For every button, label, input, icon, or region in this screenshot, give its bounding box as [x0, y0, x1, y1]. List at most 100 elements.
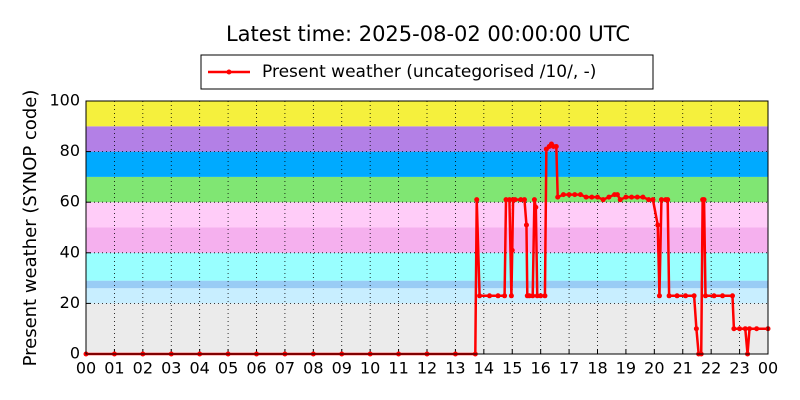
data-point: [487, 293, 493, 299]
x-tick-label: 03: [161, 359, 181, 378]
data-point: [666, 293, 672, 299]
x-tick-label: 09: [332, 359, 352, 378]
x-tick-label: 10: [360, 359, 380, 378]
data-point: [531, 197, 537, 203]
data-point: [634, 194, 640, 200]
x-tick-label: 23: [729, 359, 749, 378]
data-point: [693, 326, 699, 332]
data-point: [583, 194, 589, 200]
data-point: [683, 293, 689, 299]
marks: [83, 141, 771, 357]
y-tick-label: 100: [49, 91, 80, 110]
x-tick-label: 02: [133, 359, 153, 378]
data-point: [542, 293, 548, 299]
data-point: [747, 326, 753, 332]
x-tick-label: 21: [673, 359, 693, 378]
data-point: [711, 293, 717, 299]
x-tick-label: 07: [275, 359, 295, 378]
data-point: [506, 197, 512, 203]
data-point: [600, 197, 606, 203]
legend-label: Present weather (uncategorised /10/, -): [262, 62, 596, 82]
data-point: [606, 194, 612, 200]
y-tick-label: 20: [60, 293, 80, 312]
data-point: [572, 192, 578, 198]
x-tick-label: 00: [76, 359, 96, 378]
legend-box: [200, 54, 654, 90]
x-tick-label: 19: [616, 359, 636, 378]
data-point: [640, 194, 646, 200]
data-point: [702, 293, 708, 299]
bands: [86, 101, 768, 354]
x-tick-label: 00: [758, 359, 778, 378]
data-point: [658, 197, 664, 203]
data-point: [656, 293, 662, 299]
band: [86, 151, 768, 177]
y-tick-label: 80: [60, 141, 80, 160]
data-point: [655, 222, 661, 228]
band: [86, 227, 768, 253]
chart-title: Latest time: 2025-08-02 00:00:00 UTC: [226, 22, 630, 46]
data-point: [742, 326, 748, 332]
band: [86, 303, 768, 354]
data-point: [754, 326, 760, 332]
data-point: [474, 197, 480, 203]
data-point: [555, 194, 561, 200]
x-tick-label: 13: [445, 359, 465, 378]
y-axis-label: Present weather (SYNOP code): [20, 90, 41, 367]
data-point: [589, 194, 595, 200]
x-tick-label: 16: [530, 359, 550, 378]
data-point: [731, 326, 737, 332]
y-tick-label: 0: [70, 344, 80, 363]
legend: Present weather (uncategorised /10/, -): [200, 54, 654, 90]
band: [86, 288, 768, 304]
x-tick-label: 17: [559, 359, 579, 378]
data-point: [533, 204, 539, 210]
data-point: [518, 197, 524, 203]
x-tick-label: 14: [474, 359, 494, 378]
data-point: [701, 197, 707, 203]
data-point: [512, 197, 518, 203]
band: [86, 126, 768, 152]
data-point: [560, 192, 566, 198]
x-tick-label: 08: [303, 359, 323, 378]
x-tick-label: 05: [218, 359, 238, 378]
data-point: [566, 192, 572, 198]
y-tick-label: 40: [60, 242, 80, 261]
x-tick-label: 12: [417, 359, 437, 378]
data-point: [538, 293, 544, 299]
data-point: [577, 192, 583, 198]
x-tick-label: 18: [587, 359, 607, 378]
data-point: [523, 222, 529, 228]
x-tick-label: 01: [104, 359, 124, 378]
data-point: [646, 197, 652, 203]
data-point: [674, 293, 680, 299]
data-point: [595, 194, 600, 200]
data-point: [495, 293, 501, 299]
band: [86, 252, 768, 281]
data-point: [665, 197, 671, 203]
x-tick-label: 06: [246, 359, 266, 378]
data-point: [509, 247, 515, 253]
data-point: [553, 144, 559, 150]
data-point: [729, 293, 735, 299]
band: [86, 280, 768, 289]
data-point: [502, 293, 508, 299]
data-point: [737, 326, 743, 332]
plot-frame: [85, 100, 769, 355]
data-point: [720, 293, 726, 299]
x-tick-label: 22: [701, 359, 721, 378]
x-tick-label: 15: [502, 359, 522, 378]
y-tick-label: 60: [60, 192, 80, 211]
x-tick-label: 04: [189, 359, 209, 378]
data-point: [623, 194, 629, 200]
legend-marker: [226, 69, 232, 75]
data-point: [508, 293, 514, 299]
series-line: [86, 142, 768, 356]
x-tick-label: 20: [644, 359, 664, 378]
data-point: [617, 197, 623, 203]
data-point: [521, 197, 527, 203]
x-tick-label: 11: [388, 359, 408, 378]
data-point: [477, 293, 483, 299]
data-point: [614, 192, 620, 198]
